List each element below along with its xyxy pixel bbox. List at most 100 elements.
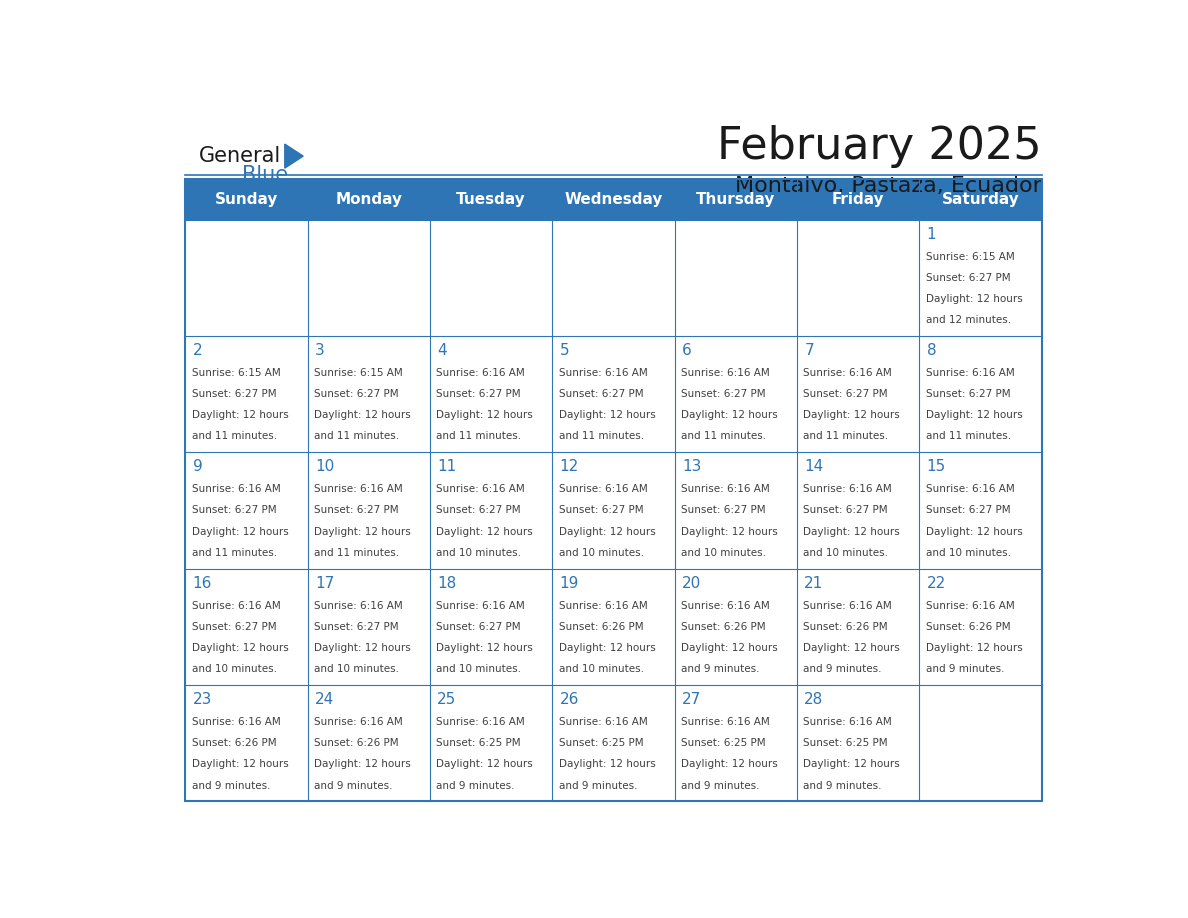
Text: Daylight: 12 hours: Daylight: 12 hours: [314, 527, 411, 537]
Text: and 11 minutes.: and 11 minutes.: [558, 431, 644, 442]
Text: Sunrise: 6:16 AM: Sunrise: 6:16 AM: [803, 368, 892, 378]
Text: 26: 26: [560, 692, 579, 707]
Text: 18: 18: [437, 576, 456, 591]
Bar: [185, 179, 1042, 801]
Text: Daylight: 12 hours: Daylight: 12 hours: [191, 527, 289, 537]
Text: Sunset: 6:27 PM: Sunset: 6:27 PM: [803, 506, 887, 515]
Text: Sunset: 6:26 PM: Sunset: 6:26 PM: [681, 621, 766, 632]
Text: 21: 21: [804, 576, 823, 591]
Text: Sunrise: 6:16 AM: Sunrise: 6:16 AM: [681, 484, 770, 494]
Text: and 9 minutes.: and 9 minutes.: [803, 665, 881, 674]
Text: and 11 minutes.: and 11 minutes.: [191, 431, 277, 442]
Text: Sunset: 6:27 PM: Sunset: 6:27 PM: [681, 506, 766, 515]
Text: Daylight: 12 hours: Daylight: 12 hours: [314, 759, 411, 769]
Text: 5: 5: [560, 343, 569, 358]
Text: Daylight: 12 hours: Daylight: 12 hours: [681, 527, 778, 537]
Text: Sunrise: 6:16 AM: Sunrise: 6:16 AM: [558, 368, 647, 378]
Text: Sunrise: 6:16 AM: Sunrise: 6:16 AM: [803, 600, 892, 610]
Text: Sunrise: 6:16 AM: Sunrise: 6:16 AM: [191, 600, 280, 610]
Text: Sunrise: 6:16 AM: Sunrise: 6:16 AM: [314, 484, 403, 494]
Text: 13: 13: [682, 460, 701, 475]
Text: and 9 minutes.: and 9 minutes.: [681, 780, 759, 790]
Text: 11: 11: [437, 460, 456, 475]
Text: 14: 14: [804, 460, 823, 475]
Text: and 11 minutes.: and 11 minutes.: [803, 431, 889, 442]
Text: Daylight: 12 hours: Daylight: 12 hours: [191, 410, 289, 420]
Bar: [185, 179, 1042, 219]
Text: 6: 6: [682, 343, 691, 358]
Text: and 9 minutes.: and 9 minutes.: [191, 780, 271, 790]
Text: 17: 17: [315, 576, 334, 591]
Text: 9: 9: [192, 460, 202, 475]
Text: Daylight: 12 hours: Daylight: 12 hours: [191, 759, 289, 769]
Text: Sunset: 6:27 PM: Sunset: 6:27 PM: [681, 389, 766, 399]
Text: Daylight: 12 hours: Daylight: 12 hours: [681, 759, 778, 769]
Text: Daylight: 12 hours: Daylight: 12 hours: [436, 759, 533, 769]
Text: Daylight: 12 hours: Daylight: 12 hours: [436, 643, 533, 653]
Text: Sunset: 6:27 PM: Sunset: 6:27 PM: [191, 506, 277, 515]
Text: Sunset: 6:27 PM: Sunset: 6:27 PM: [191, 389, 277, 399]
Text: Daylight: 12 hours: Daylight: 12 hours: [925, 527, 1023, 537]
Text: and 10 minutes.: and 10 minutes.: [436, 665, 522, 674]
Text: Sunrise: 6:16 AM: Sunrise: 6:16 AM: [436, 368, 525, 378]
Text: Sunset: 6:26 PM: Sunset: 6:26 PM: [558, 621, 644, 632]
Text: Sunset: 6:27 PM: Sunset: 6:27 PM: [191, 621, 277, 632]
Text: Daylight: 12 hours: Daylight: 12 hours: [558, 759, 656, 769]
Text: Sunrise: 6:16 AM: Sunrise: 6:16 AM: [436, 600, 525, 610]
Text: and 9 minutes.: and 9 minutes.: [681, 665, 759, 674]
Text: and 12 minutes.: and 12 minutes.: [925, 315, 1011, 325]
Text: 10: 10: [315, 460, 334, 475]
Text: Sunrise: 6:16 AM: Sunrise: 6:16 AM: [191, 717, 280, 727]
Text: 7: 7: [804, 343, 814, 358]
Text: Blue: Blue: [242, 165, 289, 185]
Text: Sunrise: 6:16 AM: Sunrise: 6:16 AM: [925, 600, 1015, 610]
Text: Sunset: 6:27 PM: Sunset: 6:27 PM: [558, 506, 644, 515]
Text: Sunset: 6:27 PM: Sunset: 6:27 PM: [925, 273, 1010, 283]
Text: 25: 25: [437, 692, 456, 707]
Text: Sunrise: 6:16 AM: Sunrise: 6:16 AM: [925, 484, 1015, 494]
Text: 22: 22: [927, 576, 946, 591]
Text: Sunset: 6:25 PM: Sunset: 6:25 PM: [803, 738, 887, 748]
Text: Sunset: 6:27 PM: Sunset: 6:27 PM: [314, 621, 399, 632]
Text: Thursday: Thursday: [696, 192, 776, 207]
Text: and 9 minutes.: and 9 minutes.: [925, 665, 1004, 674]
Text: Sunrise: 6:16 AM: Sunrise: 6:16 AM: [803, 717, 892, 727]
Text: Sunset: 6:26 PM: Sunset: 6:26 PM: [314, 738, 399, 748]
Text: and 11 minutes.: and 11 minutes.: [191, 548, 277, 558]
Text: Sunday: Sunday: [215, 192, 278, 207]
Text: Sunset: 6:27 PM: Sunset: 6:27 PM: [436, 621, 522, 632]
Text: and 10 minutes.: and 10 minutes.: [925, 548, 1011, 558]
Text: General: General: [200, 146, 282, 166]
Text: and 10 minutes.: and 10 minutes.: [191, 665, 277, 674]
Text: 15: 15: [927, 460, 946, 475]
Text: Sunset: 6:25 PM: Sunset: 6:25 PM: [681, 738, 766, 748]
Text: and 10 minutes.: and 10 minutes.: [558, 548, 644, 558]
Text: and 9 minutes.: and 9 minutes.: [803, 780, 881, 790]
Text: Montalvo, Pastaza, Ecuador: Montalvo, Pastaza, Ecuador: [734, 175, 1042, 196]
Text: Sunset: 6:27 PM: Sunset: 6:27 PM: [558, 389, 644, 399]
Text: 1: 1: [927, 227, 936, 241]
Polygon shape: [285, 144, 303, 168]
Text: Sunset: 6:26 PM: Sunset: 6:26 PM: [803, 621, 887, 632]
Text: Daylight: 12 hours: Daylight: 12 hours: [803, 410, 901, 420]
Text: and 11 minutes.: and 11 minutes.: [314, 431, 399, 442]
Text: Wednesday: Wednesday: [564, 192, 663, 207]
Text: Sunset: 6:26 PM: Sunset: 6:26 PM: [925, 621, 1010, 632]
Text: Sunset: 6:27 PM: Sunset: 6:27 PM: [925, 389, 1010, 399]
Text: Daylight: 12 hours: Daylight: 12 hours: [436, 410, 533, 420]
Text: Daylight: 12 hours: Daylight: 12 hours: [925, 643, 1023, 653]
Text: 20: 20: [682, 576, 701, 591]
Text: Sunset: 6:26 PM: Sunset: 6:26 PM: [191, 738, 277, 748]
Text: Daylight: 12 hours: Daylight: 12 hours: [436, 527, 533, 537]
Text: Sunrise: 6:16 AM: Sunrise: 6:16 AM: [681, 600, 770, 610]
Text: February 2025: February 2025: [716, 126, 1042, 168]
Text: 19: 19: [560, 576, 579, 591]
Text: Daylight: 12 hours: Daylight: 12 hours: [803, 643, 901, 653]
Text: 16: 16: [192, 576, 213, 591]
Text: 8: 8: [927, 343, 936, 358]
Text: and 10 minutes.: and 10 minutes.: [558, 665, 644, 674]
Text: Daylight: 12 hours: Daylight: 12 hours: [558, 643, 656, 653]
Text: and 11 minutes.: and 11 minutes.: [436, 431, 522, 442]
Text: Tuesday: Tuesday: [456, 192, 526, 207]
Text: Daylight: 12 hours: Daylight: 12 hours: [558, 527, 656, 537]
